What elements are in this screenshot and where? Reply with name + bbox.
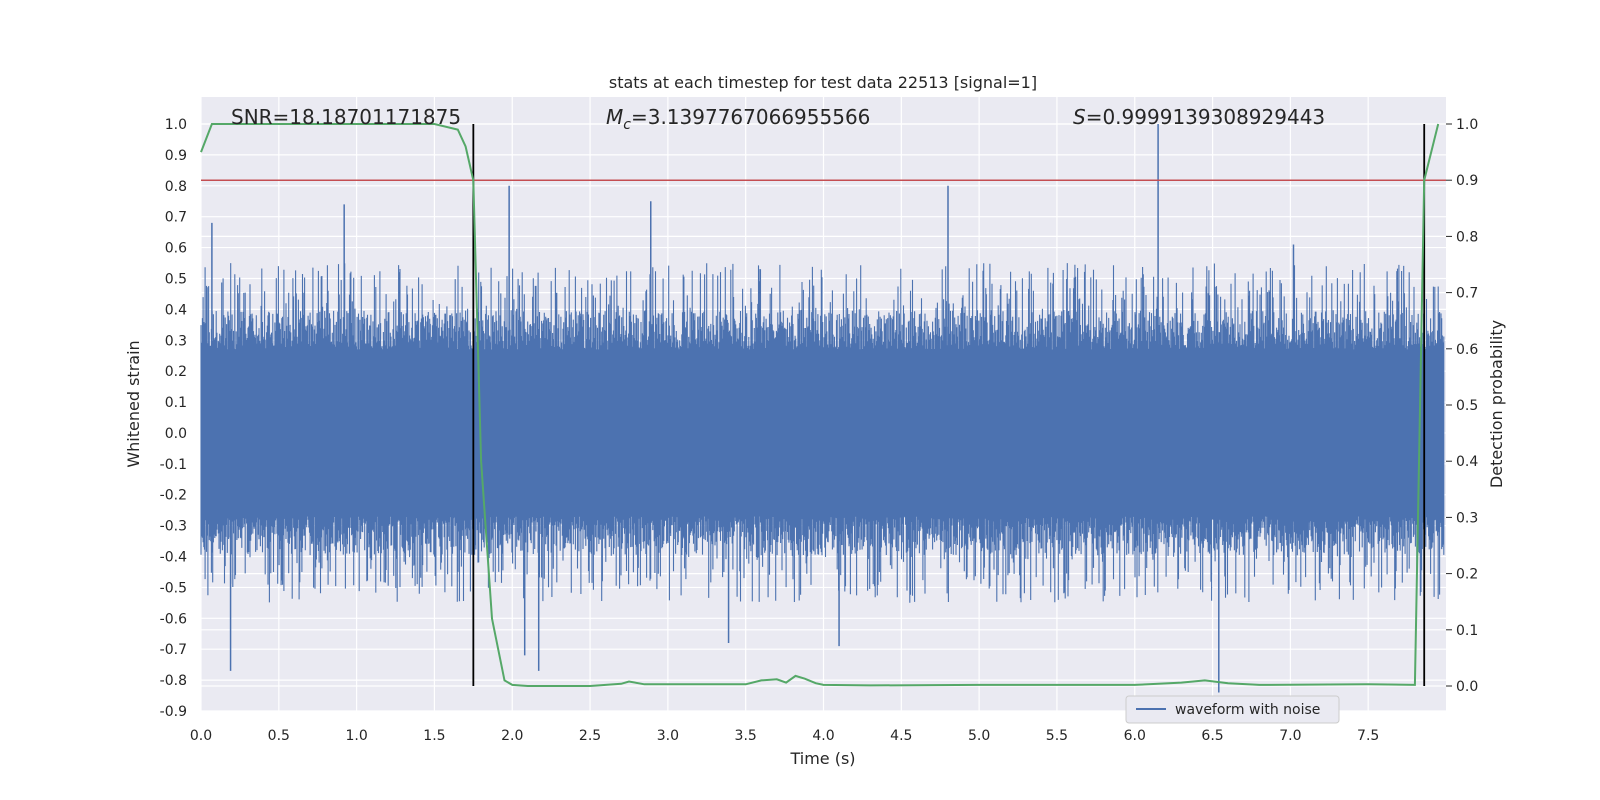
y-left-tick-label: -0.7 — [160, 642, 187, 658]
y-left-tick-label: -0.8 — [160, 673, 187, 689]
x-tick-label: 7.0 — [1279, 728, 1301, 744]
x-tick-label: 5.5 — [1046, 728, 1068, 744]
y-axis-left-label: Whitened strain — [124, 340, 143, 467]
y-left-tick-label: 0.8 — [165, 179, 187, 195]
y-right-tick-label: 0.6 — [1456, 342, 1478, 358]
y-left-tick-label: 0.9 — [165, 148, 187, 164]
x-axis-label: Time (s) — [789, 749, 855, 768]
legend: waveform with noise — [1125, 695, 1340, 724]
mc-annotation: Mc=3.1397767066955566 — [606, 105, 870, 133]
y-right-tick-label: 0.0 — [1456, 679, 1478, 695]
mc-subscript: c — [623, 117, 631, 133]
y-right-tick-label: 0.1 — [1456, 623, 1478, 639]
y-left-tick-label: 0.0 — [165, 426, 187, 442]
x-tick-label: 5.0 — [968, 728, 990, 744]
x-tick-label: 1.5 — [423, 728, 445, 744]
mc-symbol: M — [606, 105, 623, 129]
s-symbol: S — [1073, 105, 1086, 129]
y-right-tick-label: 0.8 — [1456, 229, 1478, 245]
waveform-core-band — [201, 349, 1442, 517]
y-right-tick-label: 0.7 — [1456, 286, 1478, 302]
x-tick-label: 4.5 — [890, 728, 912, 744]
overlay — [200, 123, 1446, 687]
y-left-tick-label: -0.1 — [160, 457, 187, 473]
y-left-tick-label: -0.4 — [160, 550, 187, 566]
y-left-tick-label: -0.2 — [160, 488, 187, 504]
s-annotation: S=0.9999139308929443 — [1073, 105, 1325, 129]
mc-value: =3.1397767066955566 — [631, 105, 870, 129]
x-tick-label: 3.0 — [657, 728, 679, 744]
y-left-tick-label: -0.6 — [160, 611, 187, 627]
y-left-tick-label: 0.6 — [165, 241, 187, 257]
chart-title: stats at each timestep for test data 225… — [609, 73, 1037, 92]
x-tick-label: 0.0 — [190, 728, 212, 744]
y-left-tick-label: 1.0 — [165, 117, 187, 133]
x-tick-label: 0.5 — [268, 728, 290, 744]
x-tick-label: 7.5 — [1357, 728, 1379, 744]
x-tick-label: 3.5 — [735, 728, 757, 744]
y-axis-right-label: Detection probability — [1487, 320, 1506, 488]
y-left-tick-label: -0.9 — [160, 704, 187, 720]
y-right-tick-label: 0.9 — [1456, 173, 1478, 189]
y-right-tick-label: 0.4 — [1456, 454, 1478, 470]
y-left-tick-label: -0.5 — [160, 580, 187, 596]
y-left-tick-label: 0.2 — [165, 364, 187, 380]
y-right-tick-label: 0.3 — [1456, 510, 1478, 526]
y-left-tick-label: 0.5 — [165, 271, 187, 287]
y-left-tick-label: 0.4 — [165, 302, 187, 318]
x-tick-label: 2.0 — [501, 728, 523, 744]
y-right-tick-label: 0.5 — [1456, 398, 1478, 414]
y-left-tick-label: -0.3 — [160, 519, 187, 535]
y-right-tick-label: 0.2 — [1456, 567, 1478, 583]
axes-text: 0.0 0.5 1.0 1.5 2.0 2.5 3.0 3.5 4.0 4.5 5.0 5.5 6.0 6… — [160, 117, 1479, 744]
x-tick-label: 1.0 — [345, 728, 367, 744]
y-left-tick-label: 0.3 — [165, 333, 187, 349]
x-tick-label: 2.5 — [579, 728, 601, 744]
x-tick-label: 6.5 — [1201, 728, 1223, 744]
legend-box — [1125, 695, 1340, 724]
y-left-tick-label: 0.1 — [165, 395, 187, 411]
legend-label-waveform: waveform with noise — [1175, 702, 1320, 718]
x-tick-label: 4.0 — [812, 728, 834, 744]
y-right-tick-label: 1.0 — [1456, 117, 1478, 133]
probability-line — [200, 123, 1440, 687]
y-left-tick-label: 0.7 — [165, 210, 187, 226]
waveform-series — [200, 124, 1445, 693]
s-value: =0.9999139308929443 — [1086, 105, 1325, 129]
x-tick-label: 6.0 — [1124, 728, 1146, 744]
snr-annotation: SNR=18.18701171875 — [231, 105, 461, 129]
